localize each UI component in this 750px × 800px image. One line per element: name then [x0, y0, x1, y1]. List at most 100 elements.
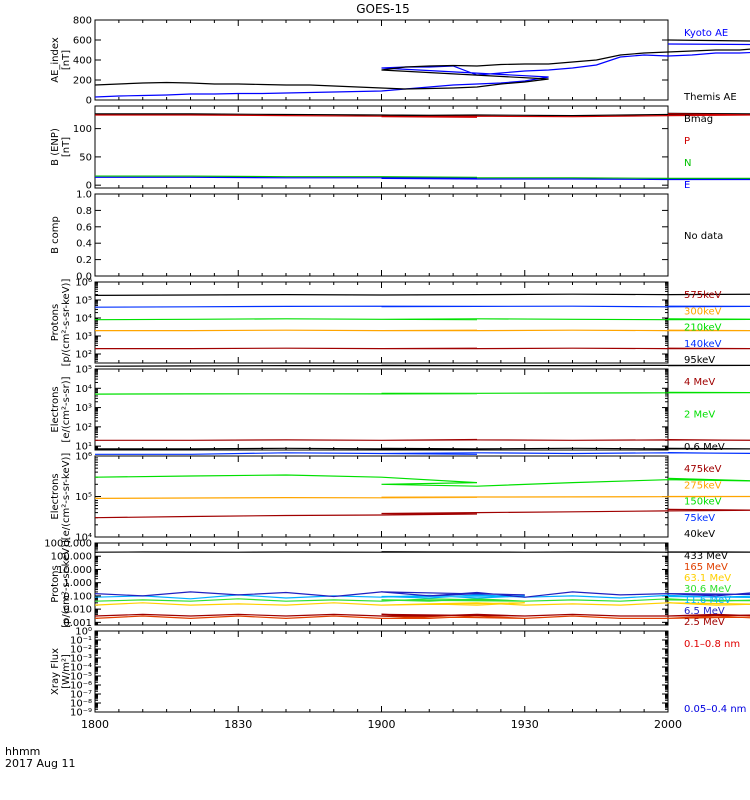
y-tick-label: 0.8: [76, 206, 92, 217]
legend-entry: 30.6 MeV: [684, 584, 731, 595]
y-tick-label: 50: [79, 152, 92, 163]
legend-entry: 0.1–0.8 nm: [684, 639, 740, 650]
y-axis-label-line: Protons: [50, 565, 61, 602]
legend-entry: P: [684, 136, 690, 147]
y-axis-label-line: Electrons: [50, 473, 61, 519]
x-tick-label: 1930: [511, 718, 539, 731]
legend-entry: 2.5 MeV: [684, 617, 725, 628]
series-line-210keV: [94, 318, 750, 321]
legend-entry: 0.05–0.4 nm: [684, 704, 746, 715]
y-tick-label: 10⁻¹: [70, 636, 92, 647]
y-tick-label: 10²: [75, 422, 92, 433]
y-tick-label: 10²: [75, 350, 92, 361]
plot-title: GOES-15: [356, 2, 410, 16]
y-tick-label: 1.000: [63, 578, 92, 589]
panel-frame: [94, 368, 669, 451]
panel-xray: 10⁻⁹10⁻⁸10⁻⁷10⁻⁶10⁻⁵10⁻⁴10⁻³10⁻²10⁻¹10⁰X…: [50, 627, 746, 719]
y-axis-label: Electrons[e/(cm²-s-sr-keV)]: [50, 453, 72, 541]
legend-entry: 2 MeV: [684, 410, 715, 421]
y-axis-label-line: [p/(cm²-s-sr-keV)]: [61, 540, 72, 628]
y-tick-label: 10⁻³: [70, 654, 92, 665]
legend-entry: 95keV: [684, 355, 715, 366]
legend-entry: 63.1 MeV: [684, 573, 731, 584]
y-tick-label: 10¹: [75, 442, 92, 453]
y-axis-label-line: Xray Flux: [50, 648, 61, 695]
legend-entry: 75keV: [684, 513, 715, 524]
x-tick-label: 1900: [368, 718, 396, 731]
x-tick-label: 1830: [224, 718, 252, 731]
footer-date: 2017 Aug 11: [5, 757, 75, 770]
y-tick-label: 1000.000: [44, 539, 92, 550]
y-tick-label: 0.100: [63, 591, 92, 602]
y-axis-label: Protons[p/(cm²-s-sr-keV)]: [50, 540, 72, 628]
series-line-2-MeV: [94, 391, 750, 395]
panel-frame: [94, 630, 669, 713]
y-axis-label: AE_index[nT]: [50, 37, 72, 83]
y-axis-label-line: Protons: [50, 304, 61, 341]
y-tick-label: 10⁵: [75, 296, 92, 307]
panel-protons_kev: 10²10³10⁴10⁵10⁶Protons[p/(cm²-s-sr-keV)]…: [50, 278, 750, 367]
legend-entry: 0.6 MeV: [684, 442, 725, 453]
y-tick-label: 10⁻⁸: [70, 699, 92, 710]
y-tick-label: 0.010: [63, 605, 92, 616]
y-axis-label-line: B comp: [50, 216, 61, 254]
y-tick-label: 10⁻⁵: [70, 672, 92, 683]
series-line-Kyoto-AE: [94, 43, 750, 98]
series-line-Themis-AE: [94, 39, 750, 90]
legend-entry: 300keV: [684, 306, 722, 317]
y-axis-label: Protons[p/(cm²-s-sr-keV)]: [50, 279, 72, 367]
series-line-40keV: [95, 447, 750, 450]
y-tick-label: 10⁴: [75, 533, 92, 544]
series-line-95keV: [94, 293, 750, 296]
legend-entry: 6.5 MeV: [684, 606, 725, 617]
y-axis-label: B comp: [50, 216, 61, 254]
y-tick-label: 10⁰: [75, 627, 92, 638]
legend-entry: E: [684, 180, 690, 191]
series-line-63.1-MeV: [94, 602, 750, 606]
y-tick-label: 600: [73, 36, 92, 47]
series-line-475keV: [94, 508, 750, 519]
panel-protons_mev: 0.001 0.010 0.100 1.000 10.000 100.000 1000.00…: [44, 539, 750, 629]
series-line-4-MeV: [95, 438, 750, 441]
y-tick-label: 10⁻²: [70, 645, 92, 656]
y-tick-label: 0.001: [63, 618, 92, 629]
series-line-11.6-MeV: [94, 594, 750, 600]
x-tick-label: 2000: [654, 718, 682, 731]
y-tick-label: 0: [86, 181, 92, 192]
y-tick-label: 800: [73, 16, 92, 27]
y-tick-label: 10⁻⁴: [70, 663, 92, 674]
y-tick-label: 0.0: [76, 272, 92, 283]
y-tick-label: 10⁻⁶: [70, 681, 92, 692]
y-tick-label: 10⁵: [75, 365, 92, 376]
y-axis-label: Electrons[e/(cm²-s-sr)]: [50, 376, 72, 442]
y-tick-label: 100.000: [51, 552, 92, 563]
y-tick-label: 10.000: [57, 565, 92, 576]
y-axis-label-line: Electrons: [50, 386, 61, 432]
y-axis-label-line: [e/(cm²-s-sr-keV)]: [61, 453, 72, 541]
legend-entry: 210keV: [684, 323, 722, 334]
y-tick-label: 200: [73, 76, 92, 87]
legend-entry: 575keV: [684, 290, 722, 301]
legend-entry: 150keV: [684, 497, 722, 508]
series-line-30.6-MeV: [94, 598, 750, 602]
y-tick-label: 400: [73, 56, 92, 67]
panel-frame: [94, 193, 669, 277]
y-axis-label-line: [nT]: [61, 50, 72, 70]
y-tick-label: 10⁴: [75, 314, 92, 325]
y-tick-label: 10³: [75, 332, 92, 343]
x-tick-label: 1800: [81, 718, 109, 731]
y-axis-label-line: [nT]: [61, 137, 72, 157]
legend-entry: 140keV: [684, 339, 722, 350]
footer-hhmm: hhmm: [5, 745, 40, 758]
y-axis-label-line: B (ENP): [50, 128, 61, 166]
legend-entry: 165 MeV: [684, 562, 728, 573]
y-tick-label: 10⁶: [75, 452, 92, 463]
legend-entry: 4 MeV: [684, 377, 715, 388]
series-line-2.5-MeV: [94, 613, 750, 617]
y-axis-label: B (ENP)[nT]: [50, 128, 72, 166]
